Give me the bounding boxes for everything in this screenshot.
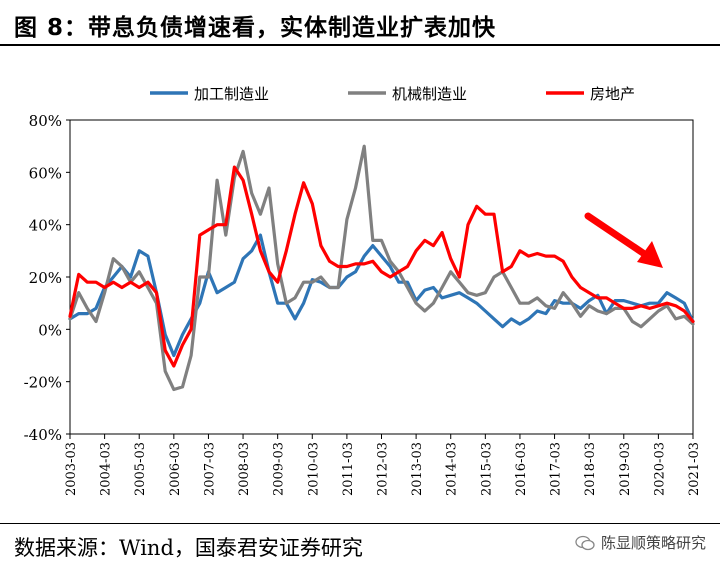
x-tick-label: 2003-03 [64,442,79,496]
x-tick-label: 2008-03 [237,442,252,496]
x-tick-label: 2017-03 [549,442,564,496]
x-tick-label: 2014-03 [445,442,460,496]
wechat-icon [575,535,595,550]
footer-divider [0,523,720,524]
watermark: 陈显顺策略研究 [575,532,706,553]
x-tick-label: 2010-03 [306,442,321,496]
y-tick-label: -20% [24,374,62,392]
y-tick-label: 80% [29,112,62,130]
watermark-text: 陈显顺策略研究 [600,534,706,552]
x-tick-label: 2020-03 [652,442,667,496]
x-tick-label: 2009-03 [272,442,287,496]
legend-label-2: 房地产 [590,85,635,103]
x-tick-label: 2018-03 [583,442,598,496]
x-tick-label: 2021-03 [687,442,702,496]
title-divider [0,44,720,46]
x-tick-label: 2012-03 [376,442,391,496]
trend-arrow-shaft [584,212,647,257]
x-tick-label: 2004-03 [99,442,114,496]
line-chart: -40% -20% 0% 20% 40% 60% 80% 2003-03 2004-03 2005… [24,85,702,496]
y-tick-label: 60% [29,164,62,182]
x-tick-label: 2005-03 [133,442,148,496]
x-tick-label: 2011-03 [341,442,356,496]
legend-label-1: 机械制造业 [392,85,467,103]
x-tick-label: 2007-03 [202,442,217,496]
y-tick-label: 40% [29,217,62,235]
series-line-2 [68,165,695,368]
series-line-1 [68,144,695,392]
source-note: 数据来源：Wind，国泰君安证券研究 [14,536,363,560]
x-tick-label: 2019-03 [618,442,633,496]
figure-title: 图 8：带息负债增速看，实体制造业扩表加快 [14,15,497,41]
trend-arrow-head [637,241,663,268]
legend-label-0: 加工制造业 [194,85,269,103]
x-tick-label: 2006-03 [168,442,183,496]
series-line-0 [68,233,695,358]
x-tick-label: 2015-03 [479,442,494,496]
y-tick-label: 20% [29,269,62,287]
plot-frame [69,119,694,435]
x-tick-label: 2016-03 [514,442,529,496]
y-tick-label: -40% [24,426,62,444]
y-tick-label: 0% [38,321,62,339]
x-tick-label: 2013-03 [410,442,425,496]
